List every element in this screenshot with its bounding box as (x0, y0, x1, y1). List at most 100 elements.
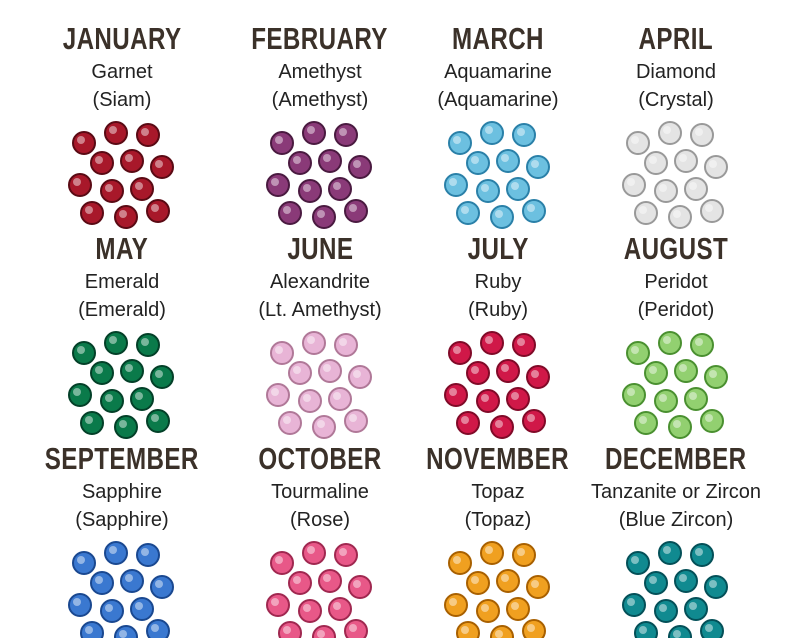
gem-highlight (85, 206, 93, 214)
gem-highlight (481, 184, 489, 192)
gem-highlight (155, 580, 163, 588)
gem-highlight (323, 364, 331, 372)
gem (634, 201, 658, 225)
gem (634, 411, 658, 435)
gem-highlight (517, 338, 525, 346)
gem-highlight (109, 336, 117, 344)
gem-highlight (631, 556, 639, 564)
month-name: FEBRUARY (251, 21, 389, 56)
gem (476, 179, 500, 203)
gem-highlight (271, 388, 279, 396)
gem (344, 619, 368, 638)
month-cell: OCTOBER Tourmaline (Rose) (220, 440, 420, 638)
gem-highlight (105, 394, 113, 402)
gem-highlight (531, 580, 539, 588)
gem (278, 411, 302, 435)
gem (130, 387, 154, 411)
gem-highlight (353, 160, 361, 168)
gem-highlight (349, 624, 357, 632)
gem (684, 387, 708, 411)
gem (476, 389, 500, 413)
gem (690, 333, 714, 357)
gem (270, 131, 294, 155)
gem-highlight (333, 182, 341, 190)
gem (266, 383, 290, 407)
gem (506, 597, 530, 621)
gem-highlight (695, 128, 703, 136)
gem-highlight (109, 126, 117, 134)
gem-highlight (627, 178, 635, 186)
gem (114, 625, 138, 638)
gem (690, 123, 714, 147)
gem-name: Tanzanite or Zircon (590, 481, 762, 503)
crystal-name: (Aquamarine) (437, 89, 559, 111)
gem-highlight (125, 154, 133, 162)
gem-highlight (275, 136, 283, 144)
crystal-name: (Ruby) (467, 299, 528, 321)
gem-cluster (266, 331, 372, 439)
gem-highlight (125, 574, 133, 582)
gem (334, 123, 358, 147)
month-cell: JUNE Alexandrite (Lt. Amethyst) (220, 230, 420, 440)
gem-highlight (95, 576, 103, 584)
gem-highlight (293, 156, 301, 164)
gem (270, 341, 294, 365)
gem-highlight (705, 414, 713, 422)
gem-highlight (453, 346, 461, 354)
gem (526, 365, 550, 389)
month-name: SEPTEMBER (44, 441, 199, 476)
gem (526, 575, 550, 599)
gem (114, 415, 138, 439)
gem (444, 383, 468, 407)
gem-highlight (689, 392, 697, 400)
gem (522, 409, 546, 433)
crystal-name: (Emerald) (78, 299, 166, 321)
month-heading: APRIL (576, 20, 776, 58)
gem (444, 593, 468, 617)
gem-highlight (649, 576, 657, 584)
month-heading: NOVEMBER (398, 440, 598, 478)
gem-highlight (95, 366, 103, 374)
gem (658, 121, 682, 145)
gem-highlight (485, 336, 493, 344)
gem-highlight (339, 338, 347, 346)
gem-highlight (307, 546, 315, 554)
gem-highlight (135, 602, 143, 610)
gem-highlight (649, 366, 657, 374)
gem-highlight (105, 604, 113, 612)
gem (288, 361, 312, 385)
month-name: NOVEMBER (426, 441, 570, 476)
gem-highlight (293, 576, 301, 584)
gem (72, 341, 96, 365)
gem-highlight (659, 394, 667, 402)
gem-highlight (627, 388, 635, 396)
gem-highlight (77, 556, 85, 564)
gem (266, 173, 290, 197)
gem-highlight (317, 210, 325, 218)
gem-highlight (689, 602, 697, 610)
gem-highlight (531, 160, 539, 168)
gem-highlight (511, 602, 519, 610)
gem (496, 569, 520, 593)
gem-highlight (471, 576, 479, 584)
gem-highlight (649, 156, 657, 164)
gem (506, 387, 530, 411)
gem (522, 199, 546, 223)
gem-highlight (471, 366, 479, 374)
gem (658, 541, 682, 565)
gem (668, 415, 692, 439)
gem (334, 333, 358, 357)
gem-cluster (622, 121, 728, 229)
gem (644, 361, 668, 385)
gem (466, 571, 490, 595)
gem-highlight (95, 156, 103, 164)
gem-highlight (141, 548, 149, 556)
gem (72, 131, 96, 155)
gem-highlight (151, 414, 159, 422)
gem (476, 599, 500, 623)
gem (490, 415, 514, 439)
gem-highlight (151, 624, 159, 632)
crystal-name: (Blue Zircon) (618, 509, 734, 531)
gem-highlight (679, 154, 687, 162)
gem-highlight (453, 556, 461, 564)
